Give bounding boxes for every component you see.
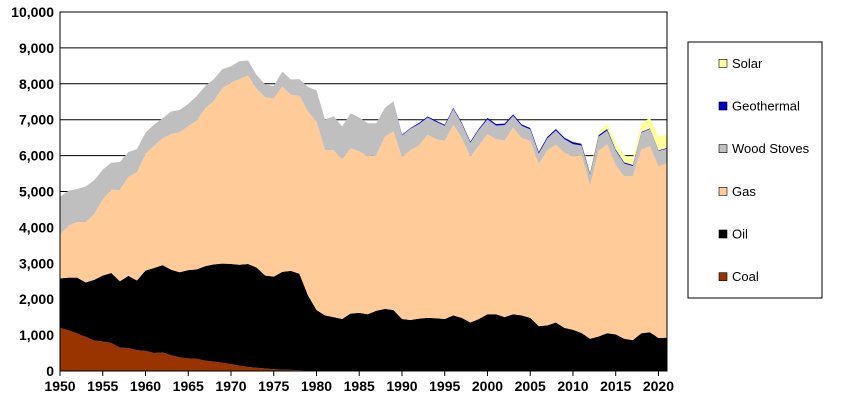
y-tick-label: 2,000 <box>19 291 54 307</box>
legend-swatch-solar <box>718 59 728 68</box>
legend-label-solar: Solar <box>732 56 763 71</box>
legend-swatch-gas <box>718 187 728 196</box>
area-coal <box>60 327 667 371</box>
y-tick-label: 7,000 <box>19 112 54 128</box>
legend-swatch-geothermal <box>718 101 728 111</box>
legend-label-wood-stoves: Wood Stoves <box>732 141 810 156</box>
plot-frame <box>59 11 668 372</box>
y-tick-label: 3,000 <box>19 255 54 271</box>
x-tick-label: 2010 <box>557 378 588 394</box>
x-tick-label: 1955 <box>87 378 118 394</box>
x-tick-label: 1995 <box>429 378 460 394</box>
x-tick-label: 1950 <box>44 378 75 394</box>
y-axis: 0 1,000 2,000 3,000 4,000 5,000 6,000 7,000 8,00… <box>11 4 54 379</box>
x-tick-label: 1975 <box>258 378 289 394</box>
y-tick-label: 4,000 <box>19 219 54 235</box>
legend-swatch-coal <box>718 272 728 281</box>
legend-box <box>687 41 823 299</box>
legend-swatch-wood-stoves <box>718 144 728 153</box>
x-tick-label: 1960 <box>130 378 161 394</box>
area-gas <box>60 75 667 341</box>
legend-label-oil: Oil <box>732 227 748 242</box>
y-tick-label: 1,000 <box>19 327 54 343</box>
y-tick-label: 8,000 <box>19 76 54 92</box>
legend-label-coal: Coal <box>732 269 759 284</box>
legend-label-geothermal: Geothermal <box>732 99 800 114</box>
y-tick-label: 6,000 <box>19 148 54 164</box>
x-axis: 1950 1955 1960 1965 1970 1975 1980 1985 1990 1995… <box>44 371 674 394</box>
x-tick-label: 1990 <box>386 378 417 394</box>
plot-area <box>59 11 668 372</box>
area-oil <box>60 263 667 371</box>
x-tick-label: 1980 <box>301 378 332 394</box>
x-tick-label: 2000 <box>472 378 503 394</box>
x-tick-label: 2005 <box>515 378 546 394</box>
x-tick-label: 1985 <box>344 378 375 394</box>
y-tick-label: 9,000 <box>19 40 54 56</box>
legend: Solar Geothermal Wood Stoves Gas Oil Coal <box>687 41 823 299</box>
x-tick-label: 2020 <box>643 378 674 394</box>
y-tick-label: 10,000 <box>11 4 54 20</box>
x-tick-label: 1965 <box>173 378 204 394</box>
x-tick-label: 1970 <box>215 378 246 394</box>
y-tick-label: 0 <box>46 363 54 379</box>
y-tick-label: 5,000 <box>19 184 54 200</box>
x-tick-label: 2015 <box>600 378 631 394</box>
legend-swatch-oil <box>718 229 728 239</box>
area-wood-stoves <box>60 60 667 235</box>
legend-label-gas: Gas <box>732 184 756 199</box>
